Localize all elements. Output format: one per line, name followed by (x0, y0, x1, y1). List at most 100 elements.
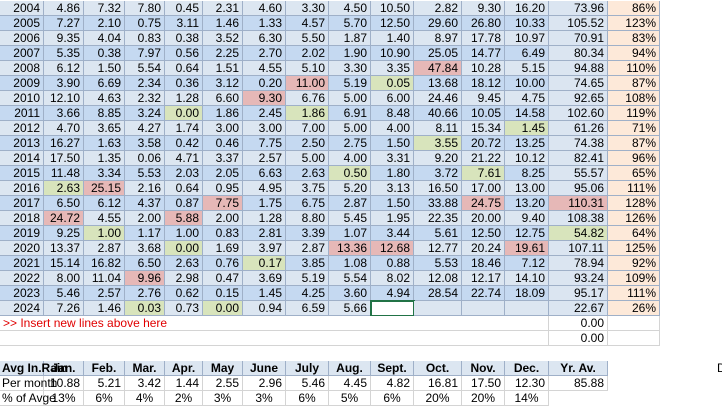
percent-cell[interactable]: 126% (608, 211, 660, 226)
month-cell[interactable]: 2.16 (125, 181, 165, 196)
month-cell[interactable]: 47.84 (414, 61, 462, 76)
month-cell[interactable]: 15.14 (44, 256, 84, 271)
month-cell[interactable]: 0.73 (165, 301, 203, 316)
month-cell[interactable]: 10.00 (505, 76, 549, 91)
total-cell[interactable]: 78.94 (549, 256, 608, 271)
month-cell[interactable]: 3.60 (329, 286, 371, 301)
month-cell[interactable]: 5.88 (165, 211, 203, 226)
footer-header[interactable]: June (243, 361, 286, 376)
avg-cell[interactable]: 1.44 (165, 376, 203, 391)
month-cell[interactable]: 3.68 (125, 241, 165, 256)
month-cell[interactable]: 8.11 (414, 121, 462, 136)
month-cell[interactable]: 7.97 (125, 46, 165, 61)
month-cell[interactable]: 4.57 (286, 16, 329, 31)
month-cell[interactable]: 15.34 (462, 121, 505, 136)
month-cell[interactable]: 9.25 (44, 226, 84, 241)
edge-text[interactable]: D (717, 361, 722, 375)
total-cell[interactable]: 95.17 (549, 286, 608, 301)
month-cell[interactable]: 4.55 (84, 211, 125, 226)
month-cell[interactable]: 0.20 (243, 76, 286, 91)
month-cell[interactable]: 18.09 (505, 286, 549, 301)
month-cell[interactable]: 4.37 (125, 196, 165, 211)
month-cell[interactable]: 21.22 (462, 151, 505, 166)
month-cell[interactable]: 8.02 (371, 271, 414, 286)
avg-percent-cell[interactable]: 6% (84, 391, 125, 406)
month-cell[interactable]: 5.54 (125, 61, 165, 76)
year-cell[interactable]: 2018 (0, 211, 44, 226)
month-cell[interactable]: 3.30 (329, 61, 371, 76)
month-cell[interactable]: 16.82 (84, 256, 125, 271)
month-cell[interactable]: 17.00 (462, 181, 505, 196)
month-cell[interactable]: 1.50 (371, 136, 414, 151)
total-cell[interactable]: 105.52 (549, 16, 608, 31)
avg-percent-cell[interactable]: 6% (371, 391, 414, 406)
footer-header[interactable]: Yr. Av. (549, 361, 608, 376)
footer-header[interactable]: Jan. (44, 361, 84, 376)
month-cell[interactable]: 8.80 (286, 211, 329, 226)
month-cell[interactable]: 8.85 (84, 106, 125, 121)
month-cell[interactable] (370, 300, 415, 317)
avg-cell[interactable]: 2.55 (203, 376, 243, 391)
month-cell[interactable]: 25.05 (414, 46, 462, 61)
month-cell[interactable]: 2.75 (329, 136, 371, 151)
month-cell[interactable]: 3.37 (203, 151, 243, 166)
month-cell[interactable]: 1.87 (329, 31, 371, 46)
month-cell[interactable]: 9.40 (505, 211, 549, 226)
month-cell[interactable]: 4.00 (329, 151, 371, 166)
month-cell[interactable]: 17.50 (44, 151, 84, 166)
avg-percent-cell[interactable]: 3% (203, 391, 243, 406)
month-cell[interactable]: 2.63 (44, 181, 84, 196)
year-cell[interactable]: 2020 (0, 241, 44, 256)
month-cell[interactable]: 2.70 (243, 46, 286, 61)
month-cell[interactable]: 3.52 (203, 31, 243, 46)
month-cell[interactable]: 1.45 (243, 286, 286, 301)
month-cell[interactable]: 6.12 (84, 196, 125, 211)
avg-cell[interactable]: 10.88 (44, 376, 84, 391)
month-cell[interactable]: 3.39 (286, 226, 329, 241)
footer-header[interactable]: Aug. (329, 361, 371, 376)
year-cell[interactable]: 2016 (0, 181, 44, 196)
month-cell[interactable]: 4.75 (505, 91, 549, 106)
month-cell[interactable]: 1.51 (203, 61, 243, 76)
percent-cell[interactable]: 96% (608, 151, 660, 166)
month-cell[interactable]: 12.08 (414, 271, 462, 286)
avg-cell[interactable]: 5.21 (84, 376, 125, 391)
month-cell[interactable]: 4.00 (371, 121, 414, 136)
month-cell[interactable]: 0.38 (84, 46, 125, 61)
year-cell[interactable]: 2011 (0, 106, 44, 121)
month-cell[interactable]: 5.19 (286, 271, 329, 286)
month-cell[interactable]: 2.00 (203, 211, 243, 226)
month-cell[interactable]: 1.74 (165, 121, 203, 136)
insert-note[interactable]: >> Insert new lines above here (0, 316, 549, 331)
avg-percent-cell[interactable]: 5% (329, 391, 371, 406)
month-cell[interactable]: 10.12 (505, 151, 549, 166)
month-cell[interactable]: 2.87 (329, 196, 371, 211)
month-cell[interactable]: 12.17 (462, 271, 505, 286)
total-cell[interactable]: 102.60 (549, 106, 608, 121)
total-cell[interactable]: 74.65 (549, 76, 608, 91)
month-cell[interactable]: 1.90 (329, 46, 371, 61)
avg-cell[interactable]: 16.81 (414, 376, 462, 391)
month-cell[interactable]: 24.75 (462, 196, 505, 211)
month-cell[interactable]: 5.35 (44, 46, 84, 61)
month-cell[interactable]: 8.00 (44, 271, 84, 286)
month-cell[interactable]: 5.19 (329, 76, 371, 91)
month-cell[interactable]: 2.63 (165, 256, 203, 271)
month-cell[interactable]: 2.57 (243, 151, 286, 166)
percent-cell[interactable] (608, 316, 660, 331)
total-cell[interactable]: 80.34 (549, 46, 608, 61)
month-cell[interactable]: 9.35 (44, 31, 84, 46)
month-cell[interactable]: 6.00 (371, 91, 414, 106)
footer-header[interactable]: Feb. (84, 361, 125, 376)
year-cell[interactable]: 2014 (0, 151, 44, 166)
avg-cell[interactable]: 2.96 (243, 376, 286, 391)
month-cell[interactable]: 4.60 (243, 1, 286, 16)
percent-cell[interactable]: 125% (608, 241, 660, 256)
month-cell[interactable]: 5.10 (286, 61, 329, 76)
month-cell[interactable]: 10.97 (505, 31, 549, 46)
month-cell[interactable]: 1.17 (125, 226, 165, 241)
avg-cell[interactable]: 12.30 (505, 376, 549, 391)
month-cell[interactable]: 3.13 (371, 181, 414, 196)
month-cell[interactable]: 5.45 (329, 211, 371, 226)
month-cell[interactable]: 16.27 (44, 136, 84, 151)
